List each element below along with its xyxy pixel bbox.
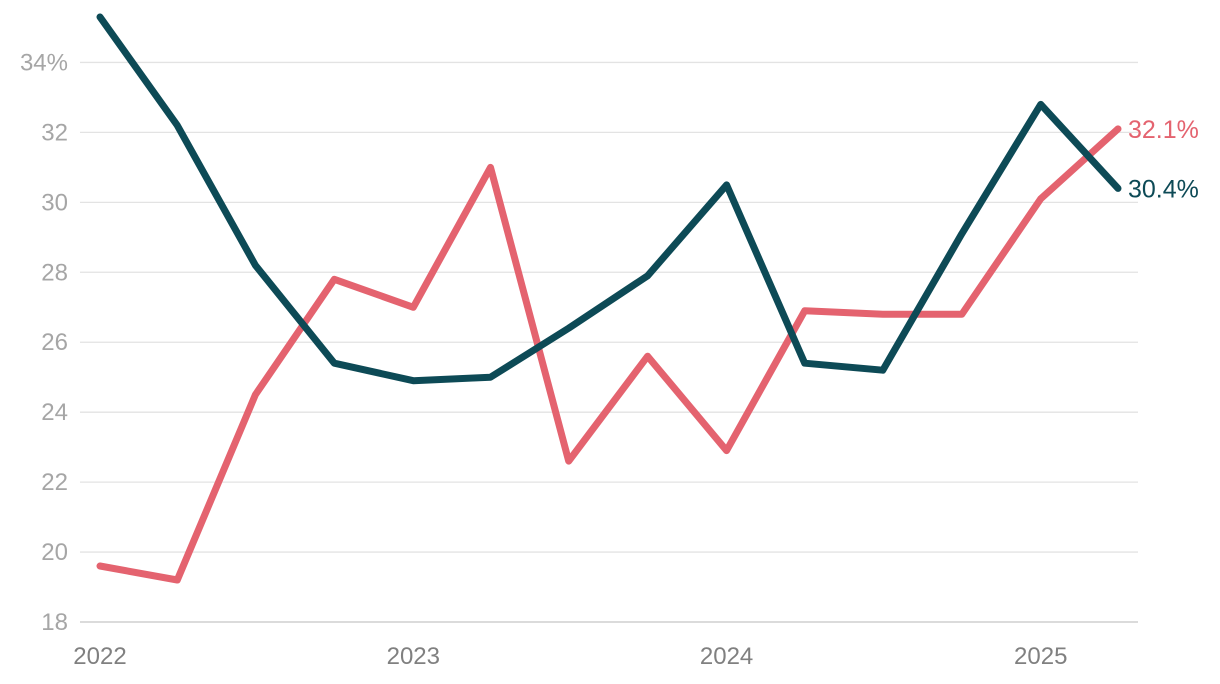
y-axis-tick-labels: 18 20 22 24 26 28 30 32 34% [20,49,68,636]
y-tick-label: 34% [20,49,68,76]
y-tick-label: 26 [41,329,68,356]
x-tick-label: 2023 [387,643,440,670]
x-tick-label: 2024 [700,643,753,670]
x-tick-label: 2025 [1014,643,1067,670]
y-tick-label: 18 [41,609,68,636]
y-tick-label: 28 [41,259,68,286]
series-line-2 [96,13,1122,385]
series-end-label-1: 32.1% [1128,116,1199,144]
series-end-labels: 32.1% 30.4% [1128,116,1199,203]
series-line-1 [96,125,1122,584]
y-tick-label: 22 [41,469,68,496]
series-end-label-2: 30.4% [1128,175,1199,203]
x-axis-tick-labels: 2022 2023 2024 2025 [73,643,1067,670]
gridlines [80,61,1138,623]
series-lines [96,13,1122,584]
x-tick-label: 2022 [73,643,126,670]
y-tick-label: 30 [41,189,68,216]
y-tick-label: 32 [41,119,68,146]
y-tick-label: 20 [41,539,68,566]
y-tick-label: 24 [41,399,68,426]
